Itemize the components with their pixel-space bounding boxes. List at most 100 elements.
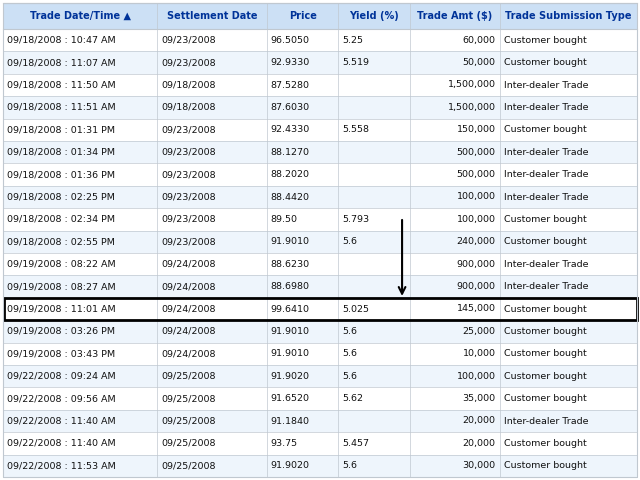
Text: 100,000: 100,000	[457, 192, 495, 202]
Text: 50,000: 50,000	[463, 58, 495, 67]
Text: Inter-dealer Trade: Inter-dealer Trade	[504, 260, 588, 269]
Text: 09/18/2008 : 02:25 PM: 09/18/2008 : 02:25 PM	[7, 192, 115, 202]
Text: 91.1840: 91.1840	[271, 417, 310, 425]
Text: 09/18/2008 : 11:50 AM: 09/18/2008 : 11:50 AM	[7, 81, 116, 89]
Text: Inter-dealer Trade: Inter-dealer Trade	[504, 170, 588, 179]
Text: 09/25/2008: 09/25/2008	[161, 394, 216, 403]
Text: 145,000: 145,000	[457, 304, 495, 313]
Bar	[3, 163, 637, 186]
Text: Customer bought: Customer bought	[504, 439, 586, 448]
Text: Customer bought: Customer bought	[504, 304, 586, 313]
Text: 09/25/2008: 09/25/2008	[161, 417, 216, 425]
Text: Yield (%): Yield (%)	[349, 11, 399, 21]
Text: 60,000: 60,000	[463, 36, 495, 45]
Text: 09/18/2008 : 10:47 AM: 09/18/2008 : 10:47 AM	[7, 36, 116, 45]
Text: 88.4420: 88.4420	[271, 192, 310, 202]
Text: Customer bought: Customer bought	[504, 394, 586, 403]
Text: 09/23/2008: 09/23/2008	[161, 58, 216, 67]
Text: 5.457: 5.457	[342, 439, 369, 448]
Text: 09/22/2008 : 11:40 AM: 09/22/2008 : 11:40 AM	[7, 417, 116, 425]
Text: 09/18/2008 : 02:34 PM: 09/18/2008 : 02:34 PM	[7, 215, 115, 224]
Bar	[3, 96, 637, 119]
Text: 900,000: 900,000	[457, 282, 495, 291]
Text: 5.6: 5.6	[342, 372, 357, 381]
Text: 88.2020: 88.2020	[271, 170, 310, 179]
Text: 5.025: 5.025	[342, 304, 369, 313]
Text: 91.9020: 91.9020	[271, 461, 310, 470]
Text: 5.6: 5.6	[342, 327, 357, 336]
Text: 09/23/2008: 09/23/2008	[161, 148, 216, 156]
Text: Price: Price	[289, 11, 317, 21]
Text: 88.6230: 88.6230	[271, 260, 310, 269]
Text: Inter-dealer Trade: Inter-dealer Trade	[504, 81, 588, 89]
Text: Inter-dealer Trade: Inter-dealer Trade	[504, 192, 588, 202]
Bar	[3, 298, 637, 320]
Text: Customer bought: Customer bought	[504, 125, 586, 134]
Text: 87.5280: 87.5280	[271, 81, 310, 89]
Text: 5.6: 5.6	[342, 349, 357, 358]
Text: 10,000: 10,000	[463, 349, 495, 358]
Bar	[3, 186, 637, 208]
Text: 5.25: 5.25	[342, 36, 364, 45]
Bar	[3, 208, 637, 230]
Text: Customer bought: Customer bought	[504, 372, 586, 381]
Text: 500,000: 500,000	[457, 170, 495, 179]
Bar	[3, 29, 637, 51]
Text: 92.4330: 92.4330	[271, 125, 310, 134]
Text: Customer bought: Customer bought	[504, 58, 586, 67]
Text: 09/18/2008: 09/18/2008	[161, 103, 216, 112]
Text: 09/23/2008: 09/23/2008	[161, 192, 216, 202]
Text: 09/25/2008: 09/25/2008	[161, 372, 216, 381]
Text: 09/19/2008 : 08:27 AM: 09/19/2008 : 08:27 AM	[7, 282, 116, 291]
Bar	[3, 387, 637, 410]
Text: 09/19/2008 : 11:01 AM: 09/19/2008 : 11:01 AM	[7, 304, 116, 313]
Text: 09/23/2008: 09/23/2008	[161, 125, 216, 134]
Text: 09/23/2008: 09/23/2008	[161, 170, 216, 179]
Bar	[3, 455, 637, 477]
Bar	[3, 119, 637, 141]
Bar	[3, 320, 637, 343]
Text: 100,000: 100,000	[457, 372, 495, 381]
Text: 100,000: 100,000	[457, 215, 495, 224]
Text: 91.9010: 91.9010	[271, 237, 310, 246]
Text: 5.519: 5.519	[342, 58, 369, 67]
Text: 93.75: 93.75	[271, 439, 298, 448]
Text: Inter-dealer Trade: Inter-dealer Trade	[504, 148, 588, 156]
Text: Customer bought: Customer bought	[504, 215, 586, 224]
Text: 09/18/2008: 09/18/2008	[161, 81, 216, 89]
Text: 240,000: 240,000	[457, 237, 495, 246]
Text: 900,000: 900,000	[457, 260, 495, 269]
Text: 92.9330: 92.9330	[271, 58, 310, 67]
Text: 09/18/2008 : 11:51 AM: 09/18/2008 : 11:51 AM	[7, 103, 116, 112]
Text: 5.6: 5.6	[342, 461, 357, 470]
Text: 09/19/2008 : 03:26 PM: 09/19/2008 : 03:26 PM	[7, 327, 115, 336]
Text: 09/22/2008 : 11:53 AM: 09/22/2008 : 11:53 AM	[7, 461, 116, 470]
Text: 500,000: 500,000	[457, 148, 495, 156]
Text: 1,500,000: 1,500,000	[447, 81, 495, 89]
Text: Trade Date/Time ▲: Trade Date/Time ▲	[29, 11, 131, 21]
Text: 09/23/2008: 09/23/2008	[161, 36, 216, 45]
Text: 30,000: 30,000	[463, 461, 495, 470]
Text: 09/23/2008: 09/23/2008	[161, 215, 216, 224]
Text: 1,500,000: 1,500,000	[447, 103, 495, 112]
Text: 88.6980: 88.6980	[271, 282, 310, 291]
Text: Inter-dealer Trade: Inter-dealer Trade	[504, 103, 588, 112]
Text: 20,000: 20,000	[463, 417, 495, 425]
Text: Trade Amt ($): Trade Amt ($)	[417, 11, 493, 21]
Text: Trade Submission Type: Trade Submission Type	[505, 11, 632, 21]
Bar	[3, 74, 637, 96]
Text: 87.6030: 87.6030	[271, 103, 310, 112]
Text: 91.9020: 91.9020	[271, 372, 310, 381]
Text: 09/24/2008: 09/24/2008	[161, 304, 216, 313]
Bar	[3, 141, 637, 163]
Text: 09/19/2008 : 03:43 PM: 09/19/2008 : 03:43 PM	[7, 349, 115, 358]
Text: 09/25/2008: 09/25/2008	[161, 439, 216, 448]
Text: 09/18/2008 : 11:07 AM: 09/18/2008 : 11:07 AM	[7, 58, 116, 67]
Text: Settlement Date: Settlement Date	[167, 11, 257, 21]
Text: Customer bought: Customer bought	[504, 36, 586, 45]
Text: 5.558: 5.558	[342, 125, 369, 134]
Text: 96.5050: 96.5050	[271, 36, 310, 45]
Bar	[3, 51, 637, 74]
Text: Customer bought: Customer bought	[504, 327, 586, 336]
Text: 89.50: 89.50	[271, 215, 298, 224]
